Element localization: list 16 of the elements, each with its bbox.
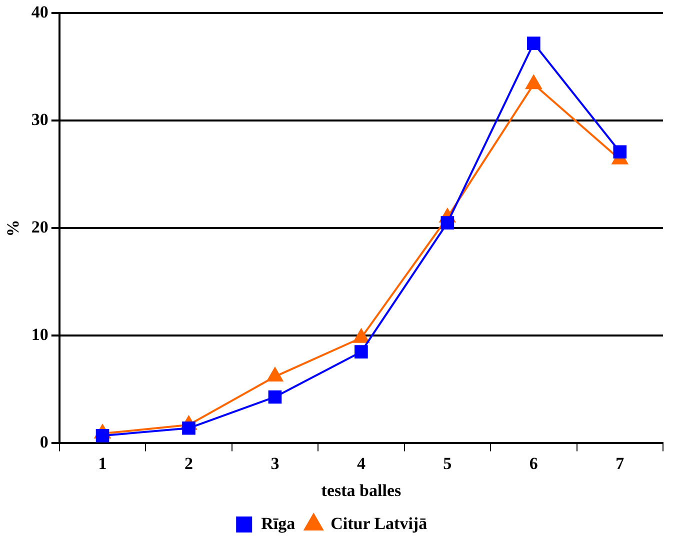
y-tick-label: 10 [31, 325, 48, 344]
x-tick-label: 1 [98, 454, 107, 473]
x-axis-title: testa balles [321, 481, 402, 500]
x-tick-label: 5 [443, 454, 452, 473]
x-tick-label: 7 [616, 454, 625, 473]
x-tick-label: 6 [529, 454, 538, 473]
y-tick-label: 0 [40, 432, 48, 452]
x-tick-label: 4 [356, 454, 366, 473]
legend-label: Rīga [261, 514, 296, 533]
x-tick-label: 3 [270, 454, 280, 473]
y-tick-label: 20 [31, 218, 48, 237]
y-axis-title: % [4, 220, 23, 237]
y-tick-label: 30 [31, 110, 48, 130]
x-tick-label: 2 [184, 454, 193, 473]
y-tick-label: 40 [31, 2, 48, 22]
legend-label: Citur Latvijā [330, 514, 428, 533]
